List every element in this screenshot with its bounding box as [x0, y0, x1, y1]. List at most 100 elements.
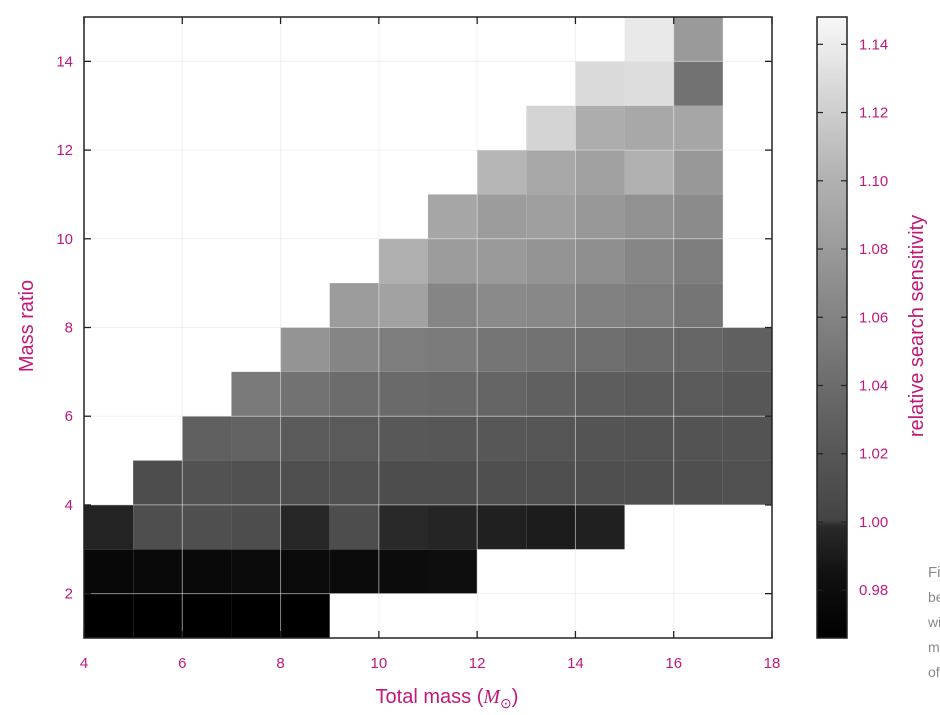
- x-tick-label: 12: [469, 655, 486, 672]
- caption-line: be: [928, 589, 940, 605]
- heatmap-cell: [378, 416, 428, 461]
- heatmap-cell: [575, 460, 625, 505]
- heatmap-cell: [624, 371, 674, 417]
- heatmap-cell: [673, 283, 723, 328]
- heatmap-cell: [280, 416, 330, 461]
- heatmap-cell: [428, 238, 478, 284]
- heatmap-cell: [378, 549, 428, 594]
- heatmap-cell: [182, 549, 232, 594]
- x-tick-label: 8: [276, 655, 284, 672]
- heatmap-cell: [231, 416, 281, 461]
- colorbar-tick-label: 0.98: [859, 582, 888, 599]
- heatmap-cell: [477, 283, 527, 328]
- heatmap-cell: [231, 371, 281, 417]
- y-tick-label: 12: [56, 142, 73, 159]
- colorbar-gradient: [816, 16, 848, 639]
- colorbar-tick-label: 1.06: [859, 309, 888, 326]
- heatmap-cell: [378, 238, 428, 284]
- heatmap-cell: [231, 549, 281, 594]
- heatmap-cell: [673, 238, 723, 284]
- heatmap-cell: [673, 150, 723, 195]
- heatmap-cell: [526, 150, 576, 195]
- x-tick-label: 10: [371, 655, 388, 672]
- heatmap-cell: [329, 371, 379, 417]
- heatmap-cell: [84, 504, 134, 550]
- heatmap-cell: [428, 327, 478, 372]
- heatmap-cell: [280, 327, 330, 372]
- heatmap-cell: [428, 371, 478, 417]
- heatmap-cell: [575, 238, 625, 284]
- heatmap-cell: [477, 238, 527, 284]
- heatmap-cell: [329, 460, 379, 505]
- heatmap-cell: [231, 504, 281, 550]
- heatmap-cell: [624, 460, 674, 505]
- heatmap-cell: [428, 549, 478, 594]
- heatmap-cell: [477, 150, 527, 195]
- heatmap-cell: [133, 549, 183, 594]
- heatmap-cell: [428, 194, 478, 239]
- heatmap-cell: [133, 504, 183, 550]
- heatmap-cell: [575, 105, 625, 151]
- caption-line: wi: [928, 614, 940, 630]
- heatmap-cell: [526, 504, 576, 550]
- y-tick-label: 10: [56, 231, 73, 248]
- heatmap-cell: [673, 460, 723, 505]
- heatmap-cell: [526, 416, 576, 461]
- y-tick-label: 6: [65, 408, 73, 425]
- heatmap-cell: [575, 283, 625, 328]
- heatmap-cell: [329, 549, 379, 594]
- heatmap-cell: [575, 371, 625, 417]
- heatmap-cell: [575, 504, 625, 550]
- heatmap-cell: [182, 593, 232, 638]
- heatmap-cell: [673, 327, 723, 372]
- heatmap-cell: [133, 460, 183, 505]
- heatmap-cell: [722, 327, 772, 372]
- heatmap-cell: [477, 371, 527, 417]
- heatmap-cell: [280, 549, 330, 594]
- colorbar: 0.98 1.00 1.02 1.04 1.06 1.08 1.10 1.12 1.14: [816, 16, 888, 639]
- heatmap-cell: [477, 460, 527, 505]
- heatmap-cell: [624, 327, 674, 372]
- axis-ticks: [83, 17, 773, 638]
- heatmap-cell: [575, 61, 625, 106]
- heatmap-cell: [722, 460, 772, 505]
- heatmap-cell: [526, 283, 576, 328]
- heatmap-cell: [378, 327, 428, 372]
- heatmap-cell: [84, 593, 134, 638]
- colorbar-tick-label: 1.10: [859, 173, 888, 190]
- heatmap-cell: [428, 504, 478, 550]
- heatmap-cell: [378, 460, 428, 505]
- heatmap-cell: [624, 416, 674, 461]
- heatmap-cell: [280, 504, 330, 550]
- heatmap-cell: [673, 61, 723, 106]
- heatmap-cells: [84, 17, 772, 638]
- heatmap-cell: [477, 416, 527, 461]
- heatmap-cell: [378, 504, 428, 550]
- heatmap-cell: [526, 194, 576, 239]
- heatmap-cell: [182, 504, 232, 550]
- heatmap-cell: [428, 460, 478, 505]
- heatmap-cell: [624, 238, 674, 284]
- colorbar-label: relative search sensitivity: [906, 215, 928, 437]
- heatmap-cell: [526, 460, 576, 505]
- heatmap-cell: [575, 327, 625, 372]
- colorbar-tick-label: 1.02: [859, 446, 888, 463]
- heatmap-cell: [624, 150, 674, 195]
- heatmap-cell: [182, 460, 232, 505]
- heatmap-cell: [673, 416, 723, 461]
- x-tick-label: 6: [178, 655, 186, 672]
- heatmap-cell: [526, 105, 576, 151]
- heatmap-cell: [280, 593, 330, 638]
- colorbar-tick-label: 1.00: [859, 514, 888, 531]
- x-tick-label: 14: [567, 655, 584, 672]
- heatmap-cell: [329, 327, 379, 372]
- heatmap-cell: [280, 371, 330, 417]
- y-tick-labels: 2 4 6 8 10 12 14: [56, 53, 73, 602]
- heatmap-cell: [84, 549, 134, 594]
- heatmap-cell: [477, 194, 527, 239]
- heatmap-cell: [526, 327, 576, 372]
- heatmap-cell: [575, 416, 625, 461]
- heatmap-cell: [428, 283, 478, 328]
- heatmap-cell: [624, 17, 674, 62]
